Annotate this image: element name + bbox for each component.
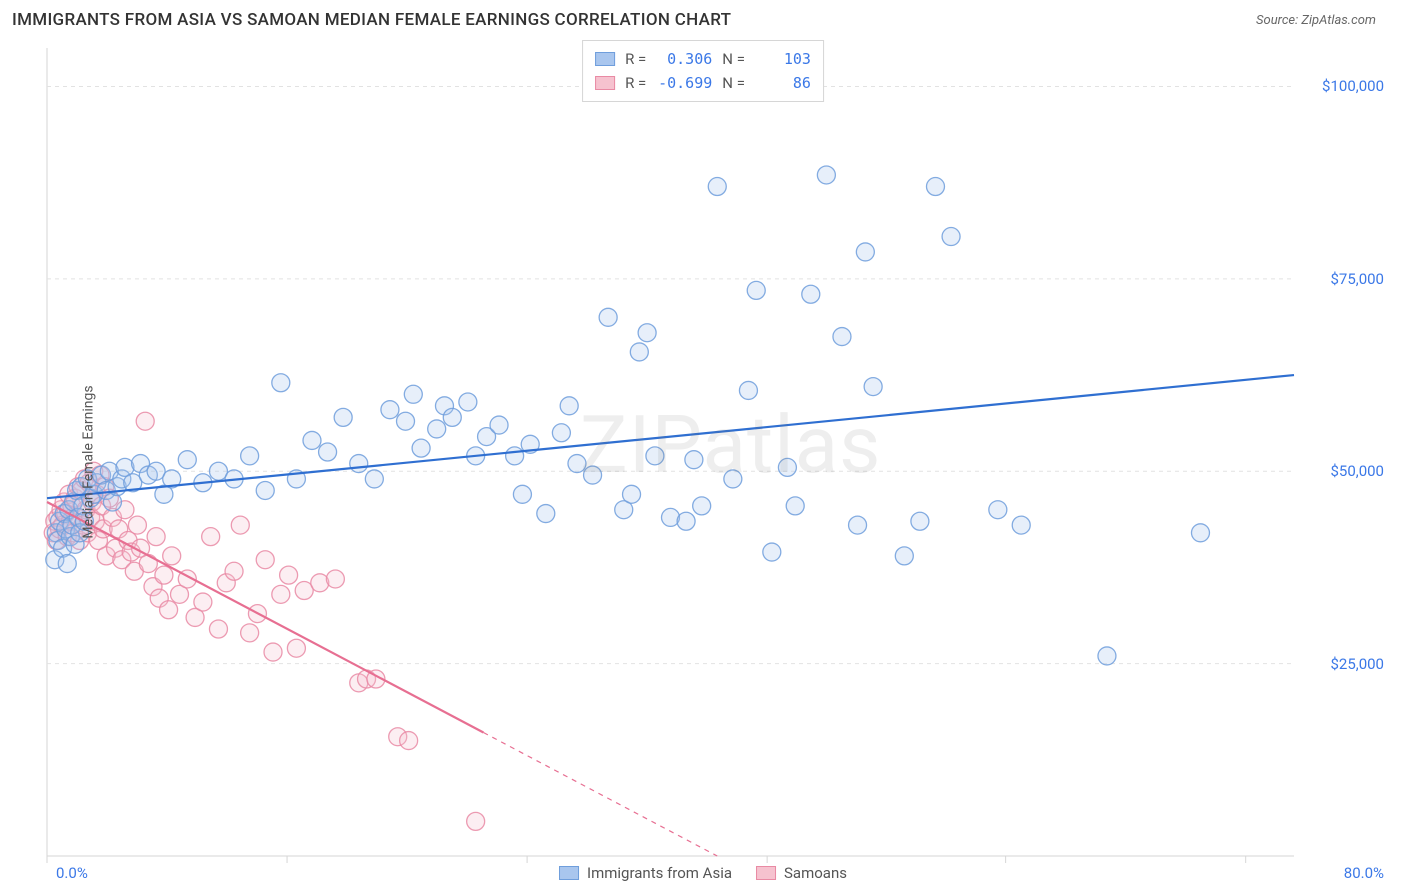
- source-label: Source: ZipAtlas.com: [1256, 13, 1376, 28]
- swatch-samoans: [595, 76, 615, 90]
- y-tick-label: $50,000: [1330, 462, 1384, 480]
- legend-bottom: Immigrants from Asia Samoans: [559, 864, 847, 882]
- legend-item-samoans: Samoans: [756, 864, 847, 882]
- legend-label-samoans: Samoans: [784, 864, 847, 882]
- chart-container: Median Female Earnings ZIPatlas R = 0.30…: [12, 40, 1394, 884]
- chart-header: IMMIGRANTS FROM ASIA VS SAMOAN MEDIAN FE…: [0, 0, 1406, 30]
- n-value-samoans: 86: [755, 71, 811, 95]
- y-tick-label: $100,000: [1322, 77, 1384, 95]
- legend-label-asia: Immigrants from Asia: [587, 864, 732, 882]
- r-value-samoans: -0.699: [656, 71, 712, 95]
- x-axis-start-label: 0.0%: [56, 864, 88, 882]
- legend-item-asia: Immigrants from Asia: [559, 864, 732, 882]
- n-value-asia: 103: [755, 47, 811, 71]
- legend-swatch-samoans: [756, 866, 776, 880]
- chart-title: IMMIGRANTS FROM ASIA VS SAMOAN MEDIAN FE…: [12, 10, 731, 30]
- stats-row-asia: R = 0.306 N = 103: [595, 47, 811, 71]
- y-axis-label: Median Female Earnings: [81, 385, 97, 538]
- r-value-asia: 0.306: [656, 47, 712, 71]
- y-tick-label: $75,000: [1330, 270, 1384, 288]
- legend-swatch-asia: [559, 866, 579, 880]
- correlation-stats-box: R = 0.306 N = 103 R = -0.699 N = 86: [582, 40, 824, 102]
- y-tick-label: $25,000: [1330, 655, 1384, 673]
- scatter-plot: [12, 40, 1394, 884]
- x-axis-end-label: 80.0%: [1344, 864, 1384, 882]
- stats-row-samoans: R = -0.699 N = 86: [595, 71, 811, 95]
- swatch-asia: [595, 52, 615, 66]
